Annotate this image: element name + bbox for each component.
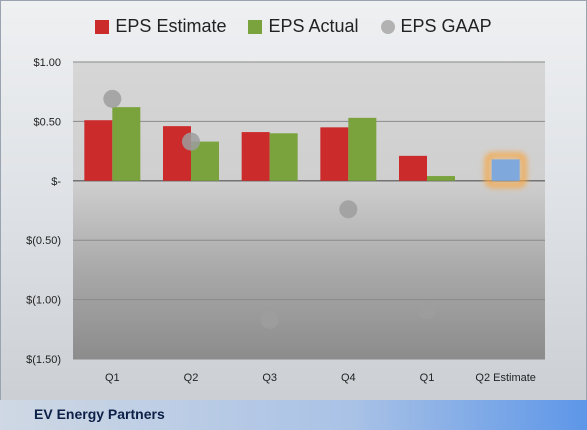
- x-tick-label: Q2 Estimate: [475, 372, 536, 384]
- bar-eps-actual: [427, 176, 455, 181]
- bar-eps-estimate: [84, 120, 113, 181]
- legend-item-estimate: EPS Estimate: [95, 16, 226, 37]
- legend-item-gaap: EPS GAAP: [380, 16, 492, 37]
- company-title: EV Energy Partners: [34, 406, 165, 422]
- point-eps-gaap: [182, 132, 200, 151]
- legend-swatch-actual: [248, 19, 263, 34]
- y-tick-label: $(1.50): [26, 354, 61, 366]
- legend-swatch-estimate: [95, 19, 110, 34]
- x-tick-label: Q2: [184, 372, 199, 384]
- legend-label-actual: EPS Actual: [268, 16, 359, 36]
- footer-bar: EV Energy Partners: [0, 400, 587, 430]
- point-eps-gaap: [103, 89, 122, 108]
- point-eps-gaap: [339, 200, 358, 219]
- bar-eps-actual: [112, 107, 141, 181]
- point-eps-gaap: [418, 301, 436, 320]
- x-tick-label: Q3: [262, 372, 277, 384]
- y-tick-label: $(0.50): [26, 235, 61, 247]
- bar-eps-actual: [269, 133, 298, 181]
- legend-item-actual: EPS Actual: [248, 16, 359, 37]
- legend-swatch-gaap: [380, 19, 395, 34]
- legend-label-gaap: EPS GAAP: [400, 16, 492, 36]
- y-tick-label: $-: [51, 176, 61, 188]
- bar-eps-estimate: [320, 127, 349, 181]
- plot-area: [73, 62, 545, 359]
- x-tick-label: Q1: [420, 372, 435, 384]
- bar-eps-estimate: [399, 155, 427, 181]
- bar-q2-estimate: [491, 159, 520, 181]
- y-tick-label: $(1.00): [26, 295, 61, 307]
- legend-label-estimate: EPS Estimate: [115, 16, 227, 36]
- y-tick-label: $0.50: [33, 116, 61, 128]
- bar-estimate-glow: [484, 152, 527, 188]
- bar-eps-estimate: [241, 132, 270, 181]
- x-tick-label: Q1: [105, 372, 120, 384]
- legend: EPS Estimate EPS Actual EPS GAAP: [0, 16, 587, 37]
- x-tick-label: Q4: [341, 372, 356, 384]
- point-eps-gaap: [260, 310, 279, 329]
- y-tick-label: $1.00: [33, 57, 61, 69]
- bar-eps-actual: [348, 117, 377, 181]
